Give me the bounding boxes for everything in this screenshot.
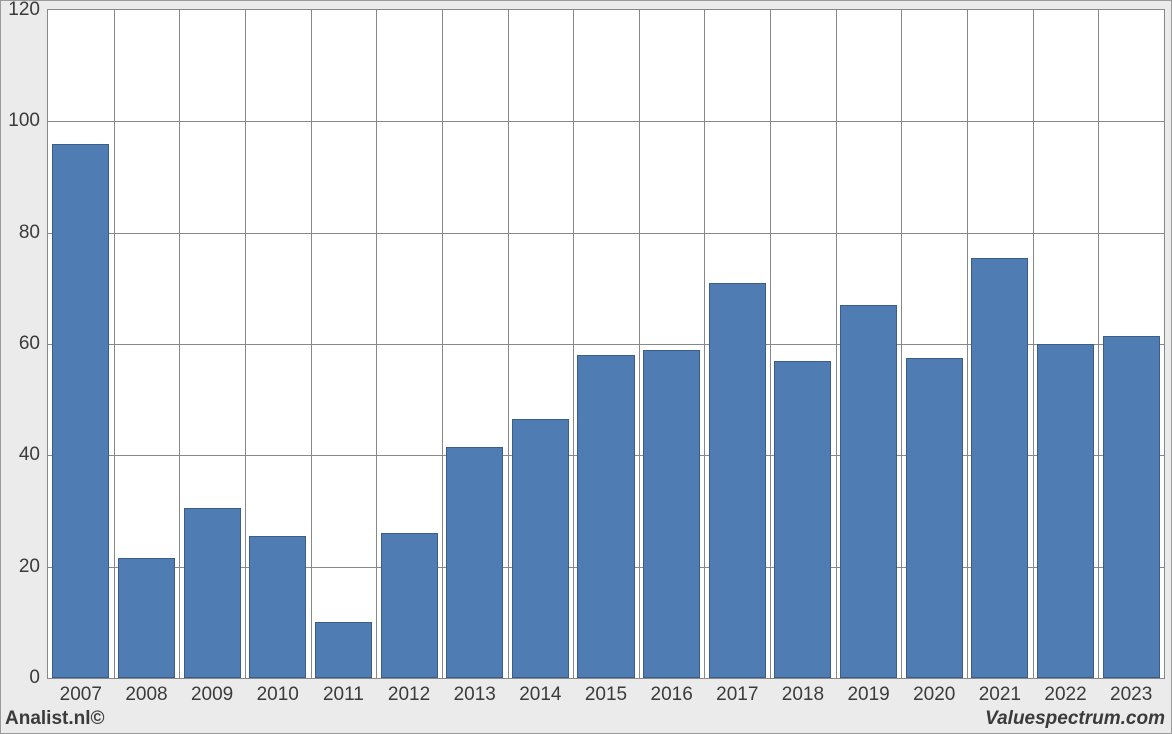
bar [446, 447, 503, 678]
gridline-horizontal [48, 233, 1164, 234]
bar [643, 350, 700, 678]
bar [971, 258, 1028, 678]
x-tick-label: 2008 [125, 684, 167, 706]
gridline-vertical [901, 10, 902, 678]
bar [840, 305, 897, 678]
x-tick-label: 2020 [913, 684, 955, 706]
x-tick-label: 2015 [585, 684, 627, 706]
gridline-vertical [967, 10, 968, 678]
gridline-vertical [1098, 10, 1099, 678]
chart-container: 0 20 40 60 80 100 120 2007 2008 2009 2010 2011 2012 2… [0, 0, 1172, 734]
gridline-vertical [770, 10, 771, 678]
gridline-vertical [179, 10, 180, 678]
x-tick-label: 2023 [1110, 684, 1152, 706]
y-tick-label: 80 [19, 222, 40, 244]
y-tick-label: 40 [19, 444, 40, 466]
x-tick-label: 2009 [191, 684, 233, 706]
bar [52, 144, 109, 678]
gridline-vertical [376, 10, 377, 678]
x-tick-label: 2014 [519, 684, 561, 706]
footer-right-credit: Valuespectrum.com [985, 708, 1165, 730]
x-tick-label: 2021 [979, 684, 1021, 706]
gridline-vertical [1033, 10, 1034, 678]
bar [577, 355, 634, 678]
x-tick-label: 2018 [782, 684, 824, 706]
x-tick-label: 2007 [60, 684, 102, 706]
bar [118, 558, 175, 678]
gridline-vertical [704, 10, 705, 678]
bar [381, 533, 438, 678]
gridline-vertical [114, 10, 115, 678]
x-tick-label: 2019 [847, 684, 889, 706]
bar [184, 508, 241, 678]
gridline-horizontal [48, 121, 1164, 122]
y-tick-label: 0 [29, 667, 40, 689]
gridline-vertical [639, 10, 640, 678]
bar [249, 536, 306, 678]
bar [709, 283, 766, 678]
bar [1037, 344, 1094, 678]
x-tick-label: 2017 [716, 684, 758, 706]
footer-left-credit: Analist.nl© [5, 708, 105, 730]
gridline-vertical [245, 10, 246, 678]
x-tick-label: 2012 [388, 684, 430, 706]
y-tick-label: 120 [8, 0, 40, 21]
y-tick-label: 100 [8, 110, 40, 132]
bar [774, 361, 831, 678]
bar [1103, 336, 1160, 678]
gridline-vertical [311, 10, 312, 678]
x-tick-label: 2013 [454, 684, 496, 706]
y-tick-label: 20 [19, 556, 40, 578]
bar [512, 419, 569, 678]
x-tick-label: 2022 [1044, 684, 1086, 706]
x-tick-label: 2011 [323, 684, 364, 706]
gridline-vertical [508, 10, 509, 678]
bar [315, 622, 372, 678]
gridline-vertical [442, 10, 443, 678]
x-tick-label: 2010 [257, 684, 299, 706]
gridline-vertical [836, 10, 837, 678]
bar [906, 358, 963, 678]
y-tick-label: 60 [19, 333, 40, 355]
gridline-vertical [573, 10, 574, 678]
plot-area: 0204060801001202007200820092010201120122… [47, 9, 1165, 679]
x-tick-label: 2016 [651, 684, 693, 706]
